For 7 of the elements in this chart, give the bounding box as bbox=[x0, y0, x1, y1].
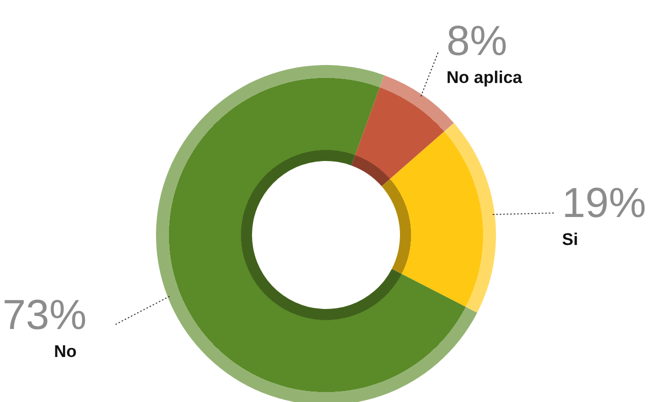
slice-label: No bbox=[54, 342, 77, 361]
data-label: 73% bbox=[2, 290, 87, 338]
slice-label: Si bbox=[562, 230, 578, 249]
donut-slice bbox=[382, 123, 496, 313]
slice-label: No aplica bbox=[446, 68, 523, 88]
data-label: 19% bbox=[562, 178, 646, 226]
data-label: 8% bbox=[446, 17, 508, 64]
